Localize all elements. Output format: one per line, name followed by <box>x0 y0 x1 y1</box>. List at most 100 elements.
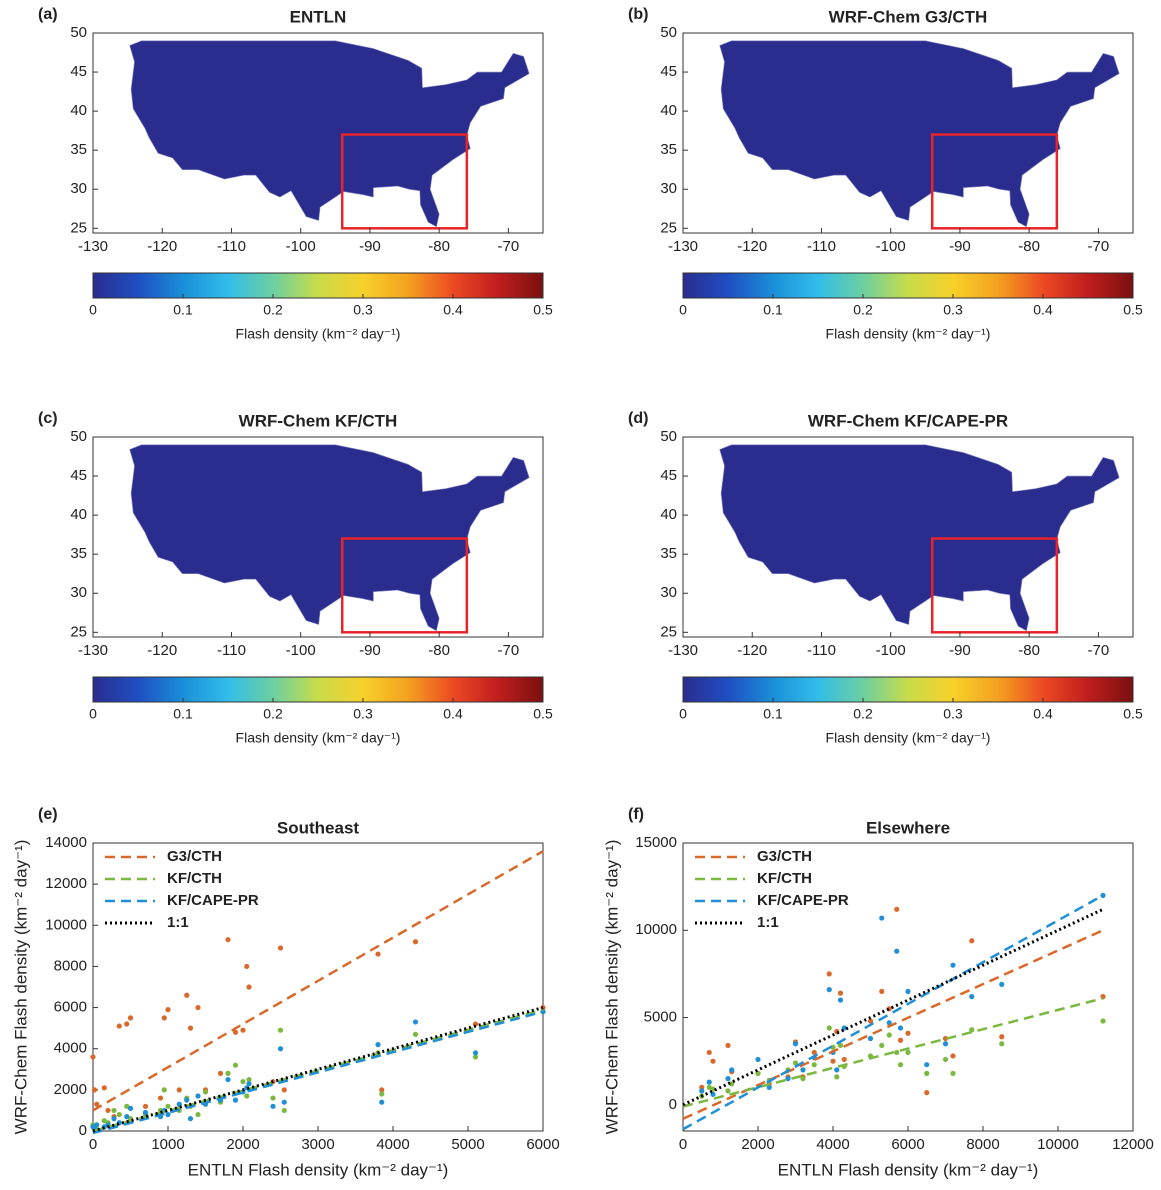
scatter-point <box>244 963 250 970</box>
scatter-point <box>94 1101 100 1107</box>
scatter-point <box>725 1076 731 1082</box>
scatter-point <box>240 1027 246 1033</box>
y-tick-label: 45 <box>70 467 87 484</box>
colorbar-tick-label: 0.4 <box>1033 706 1053 722</box>
chart-title: Elsewhere <box>866 818 950 837</box>
scatter-point <box>867 1018 874 1024</box>
chart-title: WRF-Chem G3/CTH <box>829 7 988 26</box>
colorbar-tick-label: 0.1 <box>173 706 193 722</box>
x-tick-label: -130 <box>668 642 698 659</box>
x-tick-label: -80 <box>1018 238 1040 255</box>
x-tick-label: -120 <box>147 642 177 659</box>
scatter-point <box>837 1042 844 1049</box>
scatter-point <box>281 1099 287 1105</box>
y-tick-label: 12000 <box>45 875 87 892</box>
x-tick-label: -120 <box>737 238 767 255</box>
colorbar-tick-label: 0.2 <box>853 706 873 722</box>
panel-label: (e) <box>38 806 58 823</box>
scatter-point <box>111 1107 117 1114</box>
scatter-point <box>472 1054 479 1060</box>
scatter-point <box>161 1015 167 1021</box>
scatter-point <box>792 1041 799 1047</box>
y-tick-label: 35 <box>660 545 677 562</box>
scatter-point <box>412 1031 419 1037</box>
scatter-point <box>897 1062 904 1068</box>
x-tick-label: -80 <box>1018 642 1040 659</box>
y-tick-label: 45 <box>70 63 87 80</box>
colorbar <box>682 676 1134 703</box>
x-axis-label: ENTLN Flash density (km⁻² day⁻¹) <box>188 1160 449 1179</box>
scatter-point <box>924 1062 930 1068</box>
colorbar-tick-label: 0.2 <box>263 302 283 318</box>
scatter-point <box>999 1041 1005 1047</box>
scatter-point <box>412 1019 419 1025</box>
scatter-point <box>905 1049 911 1056</box>
scatter-point <box>165 1103 171 1109</box>
scatter-point <box>729 1081 735 1087</box>
chart-title: WRF-Chem KF/CAPE-PR <box>808 411 1008 430</box>
x-tick-label: 0 <box>679 1136 687 1153</box>
x-tick-label: -130 <box>668 238 698 255</box>
scatter-point <box>281 1107 287 1114</box>
panel-label: (a) <box>38 6 58 23</box>
colorbar-label: Flash density (km⁻² day⁻¹) <box>826 326 991 342</box>
colorbar-tick-label: 0.1 <box>763 706 783 722</box>
x-tick-label: -110 <box>217 642 246 659</box>
x-tick-label: -80 <box>428 238 450 255</box>
y-tick-label: 10000 <box>45 916 87 933</box>
x-tick-label: 4000 <box>816 1136 849 1153</box>
x-tick-label: 3000 <box>301 1136 334 1153</box>
colorbar-tick-label: 0.3 <box>943 302 963 318</box>
scatter-point <box>161 1087 167 1093</box>
y-tick-label: 50 <box>70 428 87 445</box>
plot-frame <box>92 842 544 1132</box>
region-box <box>930 133 1059 230</box>
colorbar <box>682 272 1134 299</box>
scatter-point <box>1100 1018 1106 1024</box>
y-tick-label: 4000 <box>54 1040 87 1057</box>
x-tick-label: -100 <box>286 238 316 255</box>
scatter-point <box>195 1111 201 1118</box>
fit-line <box>92 1008 544 1133</box>
y-tick-label: 25 <box>660 219 677 236</box>
colorbar-tick-label: 0.2 <box>263 706 283 722</box>
scatter-point <box>811 1049 817 1056</box>
y-tick-label: 45 <box>660 63 677 80</box>
y-tick-label: 0 <box>79 1122 87 1139</box>
scatter-point <box>225 1070 231 1076</box>
scatter-point <box>950 1070 956 1076</box>
x-tick-label: -90 <box>949 238 971 255</box>
legend-label: 1:1 <box>757 914 779 931</box>
colorbar-tick-label: 0 <box>89 302 97 318</box>
x-tick-label: -100 <box>876 642 906 659</box>
colorbar-tick-label: 0.5 <box>533 706 553 722</box>
fit-line <box>682 997 1104 1108</box>
scatter-point <box>837 997 844 1003</box>
y-tick-label: 50 <box>660 428 677 445</box>
colorbar-tick-label: 0 <box>679 302 687 318</box>
scatter-point <box>225 1076 231 1083</box>
scatter-point <box>897 1025 904 1031</box>
y-tick-label: 40 <box>660 102 677 119</box>
scatter-point <box>886 1032 892 1038</box>
legend-label: G3/CTH <box>167 848 222 865</box>
scatter-point <box>187 1025 194 1031</box>
x-tick-label: 8000 <box>966 1136 999 1153</box>
y-tick-label: 5000 <box>644 1009 677 1026</box>
scatter-point <box>897 1037 904 1043</box>
scatter-point <box>729 1067 735 1073</box>
scatter-point <box>826 1025 832 1031</box>
x-tick-label: 2000 <box>741 1136 774 1153</box>
scatter-point <box>240 1079 246 1085</box>
scatter-point <box>195 1004 201 1011</box>
scatter-point <box>379 1099 385 1105</box>
y-tick-label: 30 <box>70 180 87 197</box>
y-tick-label: 25 <box>660 623 677 640</box>
x-tick-label: -130 <box>78 238 108 255</box>
scatter-point <box>116 1023 122 1029</box>
scatter-point <box>950 962 956 968</box>
x-axis-label: ENTLN Flash density (km⁻² day⁻¹) <box>778 1160 1039 1179</box>
scatter-point <box>375 951 381 957</box>
y-tick-label: 30 <box>660 584 677 601</box>
